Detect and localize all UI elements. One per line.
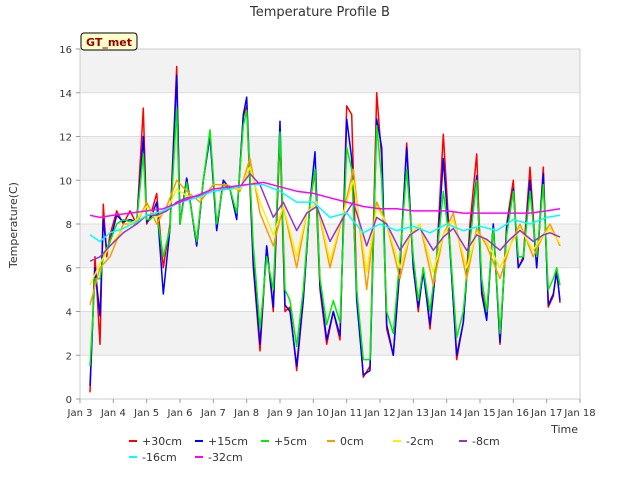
legend: +30cm +15cm +5cm 0cm -2cm -8cm -16cm -32cm (129, 435, 500, 464)
x-tick-label: Jan 4 (100, 408, 126, 419)
series-line-16cm (89, 183, 561, 243)
plot-band (80, 355, 580, 399)
legend-item: +15cm (195, 435, 248, 448)
y-tick-label: 10 (59, 176, 72, 187)
x-tick-label: Jan 15 (463, 408, 495, 419)
x-tick-label: Jan 7 (200, 408, 226, 419)
x-tick-label: Jan 9 (267, 408, 293, 419)
x-axis-label: Time (550, 423, 578, 436)
legend-label: +15cm (208, 435, 248, 448)
y-tick-label: 12 (59, 133, 72, 144)
x-tick-label: Jan 5 (133, 408, 159, 419)
y-tick-label: 4 (66, 308, 72, 319)
y-tick-label: 14 (59, 89, 72, 100)
y-tick-label: 16 (59, 45, 72, 56)
y-tick-label: 6 (66, 264, 72, 275)
x-tick-label: Jan 8 (233, 408, 259, 419)
legend-item: 0cm (327, 435, 364, 448)
series-line-0cm (89, 157, 561, 306)
x-tick-label: Jan 3 (67, 408, 93, 419)
plot-band (80, 267, 580, 312)
series-line-8cm (89, 172, 561, 262)
legend-item: -8cm (459, 435, 500, 448)
plot-band (80, 311, 580, 356)
chart-title: Temperature Profile B (249, 5, 390, 20)
x-tick-label: Jan 16 (497, 408, 529, 419)
x-tick-label: Jan 10 (297, 408, 329, 419)
plot-band (80, 49, 580, 93)
x-tick-label: Jan 14 (430, 408, 462, 419)
site-badge: GT_met (80, 32, 138, 51)
series-line-5cm (89, 107, 561, 367)
series-group (89, 65, 561, 393)
plot-band (80, 92, 580, 137)
site-badge-label: GT_met (86, 36, 132, 49)
x-tick-label: Jan 12 (363, 408, 395, 419)
legend-label: -32cm (208, 451, 243, 464)
y-tick-label: 2 (66, 351, 72, 362)
x-tick-label: Jan 13 (397, 408, 429, 419)
x-tick-label: Jan 11 (330, 408, 362, 419)
y-axis-ticks: 0 2 4 6 8 10 12 14 16 (59, 45, 80, 406)
x-axis-ticks: Jan 3 Jan 4 Jan 5 Jan 6 Jan 7 Jan 8 Jan 9 Jan 1… (67, 399, 596, 419)
legend-item: -2cm (393, 435, 434, 448)
x-tick-label: Jan 18 (563, 408, 595, 419)
series-line-32cm (89, 181, 561, 219)
x-tick-label: Jan 6 (167, 408, 193, 419)
legend-item: +30cm (129, 435, 182, 448)
legend-label: +30cm (142, 435, 182, 448)
plot-band (80, 136, 580, 181)
legend-item: -16cm (129, 451, 177, 464)
legend-label: -16cm (142, 451, 177, 464)
legend-label: -2cm (406, 435, 434, 448)
legend-item: +5cm (261, 435, 307, 448)
legend-label: +5cm (274, 435, 307, 448)
x-tick-label: Jan 17 (530, 408, 562, 419)
legend-label: 0cm (340, 435, 364, 448)
legend-label: -8cm (472, 435, 500, 448)
y-tick-label: 8 (66, 220, 72, 231)
y-axis-label: Temperature(C) (7, 182, 20, 269)
site-badge-box (80, 32, 138, 51)
legend-item: -32cm (195, 451, 243, 464)
y-tick-label: 0 (66, 395, 72, 406)
